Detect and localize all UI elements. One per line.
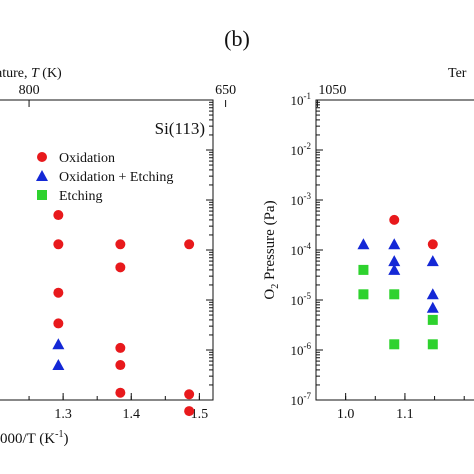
data-point — [53, 318, 64, 329]
left-chart: 1.3 1.4 1.5 800 650 ature, T (K) 000/T (K-1) Si… — [0, 66, 236, 447]
y-tick-base: 10 — [291, 393, 304, 408]
data-point — [357, 238, 370, 250]
x-axis-label-sup: -1 — [55, 429, 63, 440]
data-point — [389, 339, 400, 350]
y-tick-label: 10-1 — [291, 91, 312, 108]
data-point — [53, 210, 64, 221]
top-axis-label-text: ature, — [0, 66, 31, 81]
data-point — [53, 287, 64, 298]
data-point — [426, 255, 439, 267]
data-point — [184, 389, 195, 400]
data-point — [358, 289, 369, 300]
x-tick-label: 1.5 — [191, 407, 209, 422]
plot-frame — [0, 99, 214, 401]
right-chart: 10-110-210-310-410-510-610-71.0 1.11050Te… — [262, 66, 474, 422]
y-tick-base: 10 — [291, 293, 304, 308]
x-tick-label: 1.4 — [123, 407, 141, 422]
panel-label: (b) — [224, 26, 250, 51]
data-point — [427, 314, 438, 325]
y-tick-base: 10 — [291, 343, 304, 358]
y-axis-label-sub: 2 — [270, 284, 281, 289]
data-point — [52, 338, 65, 350]
y-tick-exp: -6 — [304, 341, 312, 351]
y-tick-base: 10 — [291, 193, 304, 208]
legend-marker — [37, 152, 47, 162]
y-tick-label: 10-4 — [291, 241, 312, 258]
data-point — [115, 239, 126, 250]
data-point — [388, 238, 401, 250]
top-axis-label-var: T — [31, 66, 40, 81]
y-tick-exp: -2 — [304, 141, 312, 151]
x-axis-label-text: 000/T (K — [0, 431, 55, 447]
data-point — [115, 342, 126, 353]
y-tick-exp: -7 — [304, 391, 312, 401]
data-point — [426, 288, 439, 300]
legend-label: Oxidation + Etching — [59, 170, 173, 185]
legend-label: Etching — [59, 189, 103, 204]
top-axis-label: ature, T (K) — [0, 66, 62, 81]
y-tick-label: 10-6 — [291, 341, 312, 358]
data-point — [389, 289, 400, 300]
y-axis-label: O2 Pressure (Pa) — [262, 200, 281, 299]
data-point — [388, 263, 401, 275]
data-point — [115, 262, 126, 273]
y-tick-base: 10 — [291, 93, 304, 108]
data-point — [388, 255, 401, 267]
legend-label: Oxidation — [59, 151, 115, 166]
y-axis-label-text: Pressure (Pa) — [262, 200, 278, 283]
legend-marker — [36, 170, 48, 181]
data-point — [53, 239, 64, 250]
x-axis-label: 000/T (K-1) — [0, 429, 68, 447]
data-point — [358, 264, 369, 275]
y-tick-label: 10-3 — [291, 191, 312, 208]
data-point — [115, 387, 126, 398]
x-axis-label-close: ) — [63, 431, 68, 447]
y-axis-label-o: O — [262, 289, 278, 300]
x-tick-label: 1.1 — [396, 407, 414, 422]
chart-title: Si(113) — [155, 119, 205, 138]
data-point — [52, 359, 65, 371]
y-tick-exp: -3 — [304, 191, 312, 201]
top-tick-label: 800 — [19, 83, 40, 98]
y-tick-label: 10-2 — [291, 141, 312, 158]
data-point — [115, 360, 126, 371]
legend-marker — [37, 190, 47, 200]
top-tick-label: 650 — [215, 83, 236, 98]
y-tick-exp: -1 — [304, 91, 312, 101]
data-point — [184, 239, 195, 250]
x-tick-label: 1.0 — [337, 407, 355, 422]
top-axis-label-unit: (K) — [39, 66, 62, 81]
y-tick-label: 10-5 — [291, 291, 312, 308]
y-tick-label: 10-7 — [291, 391, 312, 408]
y-tick-exp: -4 — [304, 241, 312, 251]
y-tick-exp: -5 — [304, 291, 312, 301]
y-tick-base: 10 — [291, 243, 304, 258]
x-tick-label: 1.3 — [54, 407, 72, 422]
plot-frame — [315, 99, 474, 401]
data-point — [389, 214, 400, 225]
data-point — [426, 301, 439, 313]
top-axis-label: Ter — [448, 66, 467, 81]
data-point — [427, 339, 438, 350]
top-tick-label: 1050 — [318, 83, 346, 98]
data-point — [427, 239, 438, 250]
data-point — [184, 406, 195, 417]
y-tick-base: 10 — [291, 143, 304, 158]
